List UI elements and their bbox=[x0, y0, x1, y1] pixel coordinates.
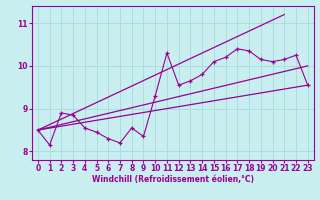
X-axis label: Windchill (Refroidissement éolien,°C): Windchill (Refroidissement éolien,°C) bbox=[92, 175, 254, 184]
